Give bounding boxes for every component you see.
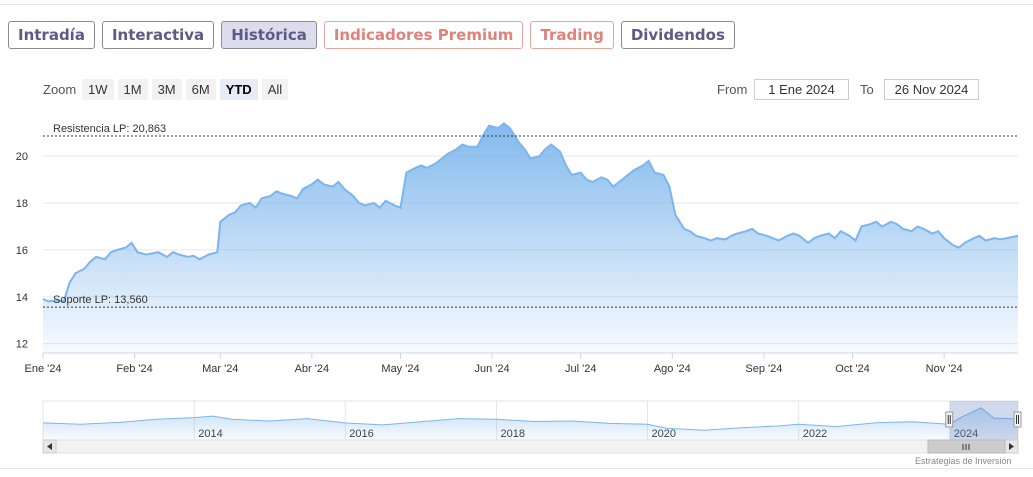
navigator-selection[interactable]	[949, 401, 1018, 440]
scrollbar[interactable]	[42, 439, 1019, 454]
y-tick-label: 18	[16, 198, 28, 210]
chart-credit[interactable]: Estrategias de Inversión	[915, 456, 1012, 466]
area-layer	[42, 122, 1019, 354]
price-area-fill	[43, 123, 1018, 354]
from-date-input[interactable]: 1 Ene 2024	[754, 79, 849, 100]
scrollbar-track[interactable]	[42, 439, 1019, 454]
x-axis: Ene '24 Feb '24 Mar '24 Abr '24 May '24 Jun '…	[25, 352, 1018, 375]
scrollbar-grip-icon	[962, 444, 970, 450]
zoom-1w-button[interactable]: 1W	[82, 79, 114, 100]
scroll-left-arrow-icon	[47, 443, 52, 450]
x-tick-label: Feb '24	[116, 363, 152, 375]
tab-dividendos[interactable]: Dividendos	[620, 21, 735, 49]
y-tick-label: 16	[16, 245, 28, 257]
x-tick-label: Jun '24	[475, 363, 510, 375]
x-tick-label: Ago '24	[654, 363, 691, 375]
zoom-ytd-button[interactable]: YTD	[219, 79, 258, 100]
to-date-input[interactable]: 26 Nov 2024	[884, 79, 979, 100]
zoom-label: Zoom	[43, 82, 77, 97]
tab-historica[interactable]: Histórica	[221, 21, 317, 49]
top-divider	[0, 4, 1033, 5]
handle-grip-icon	[1016, 415, 1019, 424]
navigator-right-handle[interactable]	[1013, 411, 1022, 428]
x-tick-label: Sep '24	[745, 363, 782, 375]
support-label: Soporte LP: 13,560	[53, 294, 148, 306]
y-axis: 12 14 16 18 20	[16, 151, 28, 350]
navigator-area	[43, 407, 1018, 440]
from-label: From	[717, 82, 748, 97]
y-tick-label: 20	[16, 151, 28, 163]
tab-intradia[interactable]: Intradía	[8, 21, 95, 49]
reference-lines: Resistencia LP: 20,863 Soporte LP: 13,560	[43, 123, 1018, 308]
x-tick-label: Oct '24	[835, 363, 870, 375]
bottom-divider	[0, 468, 1033, 469]
scroll-right-arrow-icon	[1009, 443, 1014, 450]
x-tick-label: Nov '24	[926, 363, 963, 375]
x-tick-label: Abr '24	[295, 363, 330, 375]
x-tick-label: Mar '24	[202, 363, 238, 375]
zoom-buttons: 1W 1M 3M 6M YTD All	[82, 79, 289, 100]
price-line	[42, 122, 1019, 303]
y-tick-label: 14	[16, 292, 28, 304]
x-tick-label: Ene '24	[25, 363, 62, 375]
navigator-left-handle[interactable]	[945, 411, 954, 428]
tab-interactiva[interactable]: Interactiva	[101, 21, 215, 49]
x-tick-label: May '24	[381, 363, 419, 375]
zoom-6m-button[interactable]: 6M	[185, 79, 216, 100]
y-tick-label: 12	[16, 339, 28, 351]
zoom-3m-button[interactable]: 3M	[151, 79, 182, 100]
navigator[interactable]: 201420162018202020222024	[42, 400, 1022, 441]
zoom-all-button[interactable]: All	[261, 79, 289, 100]
x-tick-label: Jul '24	[565, 363, 596, 375]
view-tabs: Intradía Interactiva Histórica Indicador…	[8, 21, 735, 49]
resistance-label: Resistencia LP: 20,863	[53, 123, 166, 135]
tab-trading[interactable]: Trading	[530, 21, 614, 49]
tab-indicadores-premium[interactable]: Indicadores Premium	[323, 21, 524, 49]
zoom-1m-button[interactable]: 1M	[117, 79, 148, 100]
to-label: To	[860, 82, 874, 97]
handle-grip-icon	[947, 415, 951, 424]
navigator-line	[42, 407, 1019, 431]
